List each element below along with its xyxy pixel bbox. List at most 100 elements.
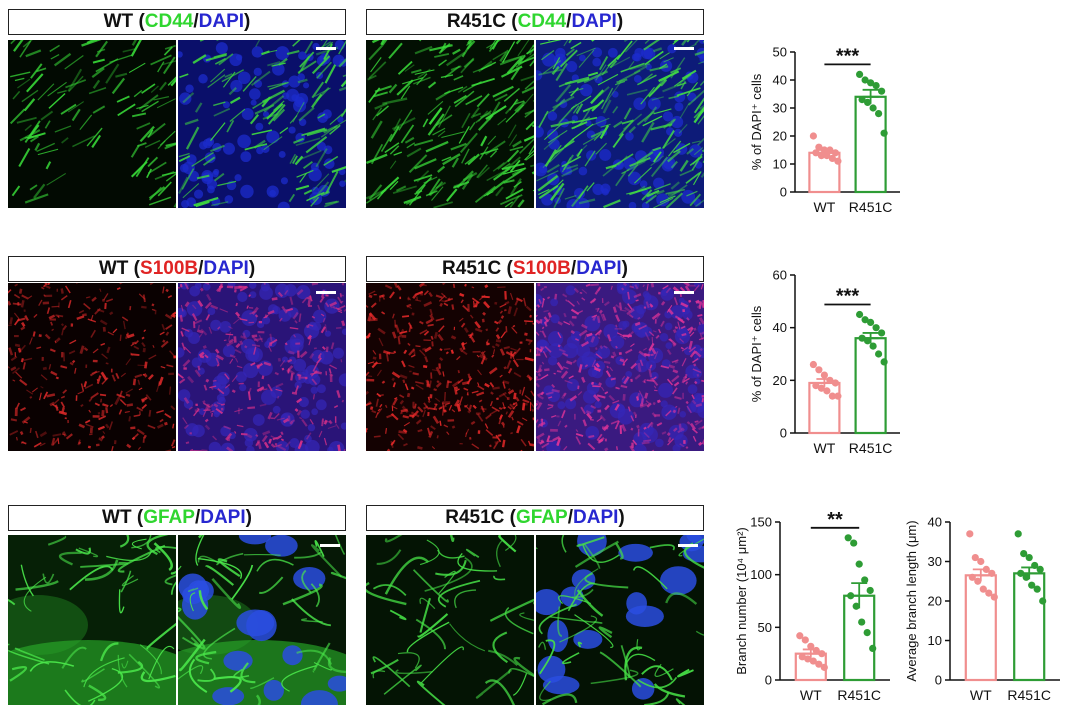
paren-open: ( <box>504 507 516 528</box>
significance-label: *** <box>836 286 860 308</box>
genotype-label: WT <box>102 507 132 528</box>
micrograph-wt-gfap <box>8 535 176 705</box>
data-point <box>828 392 836 400</box>
slash: / <box>570 258 577 279</box>
data-point <box>804 655 812 663</box>
x-tick-label: R451C <box>1007 687 1051 703</box>
dapi-label: DAPI <box>571 11 617 32</box>
dapi-label: DAPI <box>198 11 245 32</box>
micrograph-texture <box>366 283 534 451</box>
data-point <box>861 76 869 84</box>
micrograph-texture <box>366 40 534 208</box>
data-point <box>820 146 828 154</box>
x-tick-label: R451C <box>837 687 881 703</box>
y-tick-label: 10 <box>928 633 942 648</box>
y-tick-label: 50 <box>758 620 772 635</box>
micrograph-wt-s100b <box>8 283 176 451</box>
genotype-label: R451C <box>445 507 505 528</box>
data-point <box>855 560 863 568</box>
y-tick-label: 30 <box>928 554 942 569</box>
data-point <box>1033 585 1041 593</box>
data-point <box>966 530 974 538</box>
data-point <box>815 366 823 374</box>
micrograph-wt-s100b-dapi <box>178 283 346 451</box>
micrograph-texture <box>178 40 346 208</box>
x-tick-label: R451C <box>849 440 893 456</box>
marker-label: S100B <box>140 258 199 279</box>
y-tick-label: 30 <box>773 101 787 116</box>
data-point <box>968 573 976 581</box>
panel-title-r451c-s100b: R451C (S100B/DAPI) <box>366 256 704 282</box>
marker-label: GFAP <box>143 507 195 528</box>
y-axis-label: Branch number (10⁴ μm²) <box>734 527 749 674</box>
data-point <box>852 602 860 610</box>
data-point <box>1022 573 1030 581</box>
chart-cd44-quantification: 0 10 20 30 40 50 % of DAPI⁺ cells WT R451C *** <box>749 45 900 215</box>
data-point <box>809 360 817 369</box>
y-axis-label: % of DAPI⁺ cells <box>749 73 764 170</box>
data-point <box>844 534 852 542</box>
data-point <box>815 143 823 151</box>
micrograph-texture <box>536 40 704 208</box>
data-point <box>1014 530 1022 538</box>
data-point <box>831 379 839 387</box>
genotype-label: WT <box>103 11 134 32</box>
micrograph-r451c-cd44-dapi <box>536 40 704 208</box>
micrograph-r451c-cd44 <box>366 40 534 208</box>
chart-s100b-quantification: 0 20 40 60 % of DAPI⁺ cells WT R451C *** <box>749 268 900 456</box>
data-point <box>880 358 888 366</box>
panel-title-r451c-cd44: R451C (CD44/DAPI) <box>366 9 704 35</box>
data-point <box>834 392 842 400</box>
micrograph-r451c-s100b <box>366 283 534 451</box>
data-point <box>826 376 834 384</box>
x-tick-label: WT <box>800 687 822 703</box>
micrograph-texture <box>178 535 346 705</box>
data-point <box>867 318 875 326</box>
scale-bar <box>674 291 694 294</box>
data-point <box>985 589 993 597</box>
micrograph-wt-cd44 <box>8 40 176 208</box>
scale-bar <box>674 47 694 50</box>
panel-title-wt-s100b: WT (S100B/DAPI) <box>8 256 346 282</box>
y-tick-label: 150 <box>750 515 772 530</box>
data-point <box>828 154 836 162</box>
dapi-label: DAPI <box>576 258 622 279</box>
data-point <box>809 657 817 665</box>
paren-close: ) <box>618 507 625 528</box>
genotype-label: WT <box>98 258 129 279</box>
micrograph-texture <box>536 283 704 451</box>
micrograph-r451c-gfap <box>366 535 534 705</box>
data-point <box>1039 597 1047 605</box>
y-tick-label: 60 <box>773 268 787 283</box>
paren-open: ( <box>133 11 145 32</box>
data-point <box>971 553 979 562</box>
micrograph-wt-gfap-dapi <box>178 535 346 705</box>
paren-close: ) <box>244 11 251 32</box>
data-point <box>1036 565 1044 573</box>
data-point <box>878 87 886 95</box>
data-point <box>869 342 877 350</box>
data-point <box>869 104 877 112</box>
paren-close: ) <box>616 11 624 32</box>
data-point <box>817 384 825 392</box>
data-point <box>820 663 828 671</box>
data-point <box>834 157 842 165</box>
y-axis-label: % of DAPI⁺ cells <box>749 305 764 402</box>
data-point <box>858 618 866 626</box>
micrograph-r451c-s100b-dapi <box>536 283 704 451</box>
y-tick-label: 100 <box>750 567 772 582</box>
data-point <box>812 382 820 390</box>
y-tick-label: 0 <box>780 426 787 441</box>
data-point <box>809 132 817 140</box>
data-point <box>878 329 886 337</box>
significance-label: *** <box>836 45 860 67</box>
marker-label: S100B <box>512 258 571 279</box>
data-point <box>880 129 888 137</box>
bar-wt <box>964 574 997 682</box>
x-tick-label: WT <box>814 440 836 456</box>
data-point <box>831 149 839 157</box>
data-point <box>798 653 806 661</box>
data-point <box>818 650 826 658</box>
data-point <box>1031 561 1039 570</box>
